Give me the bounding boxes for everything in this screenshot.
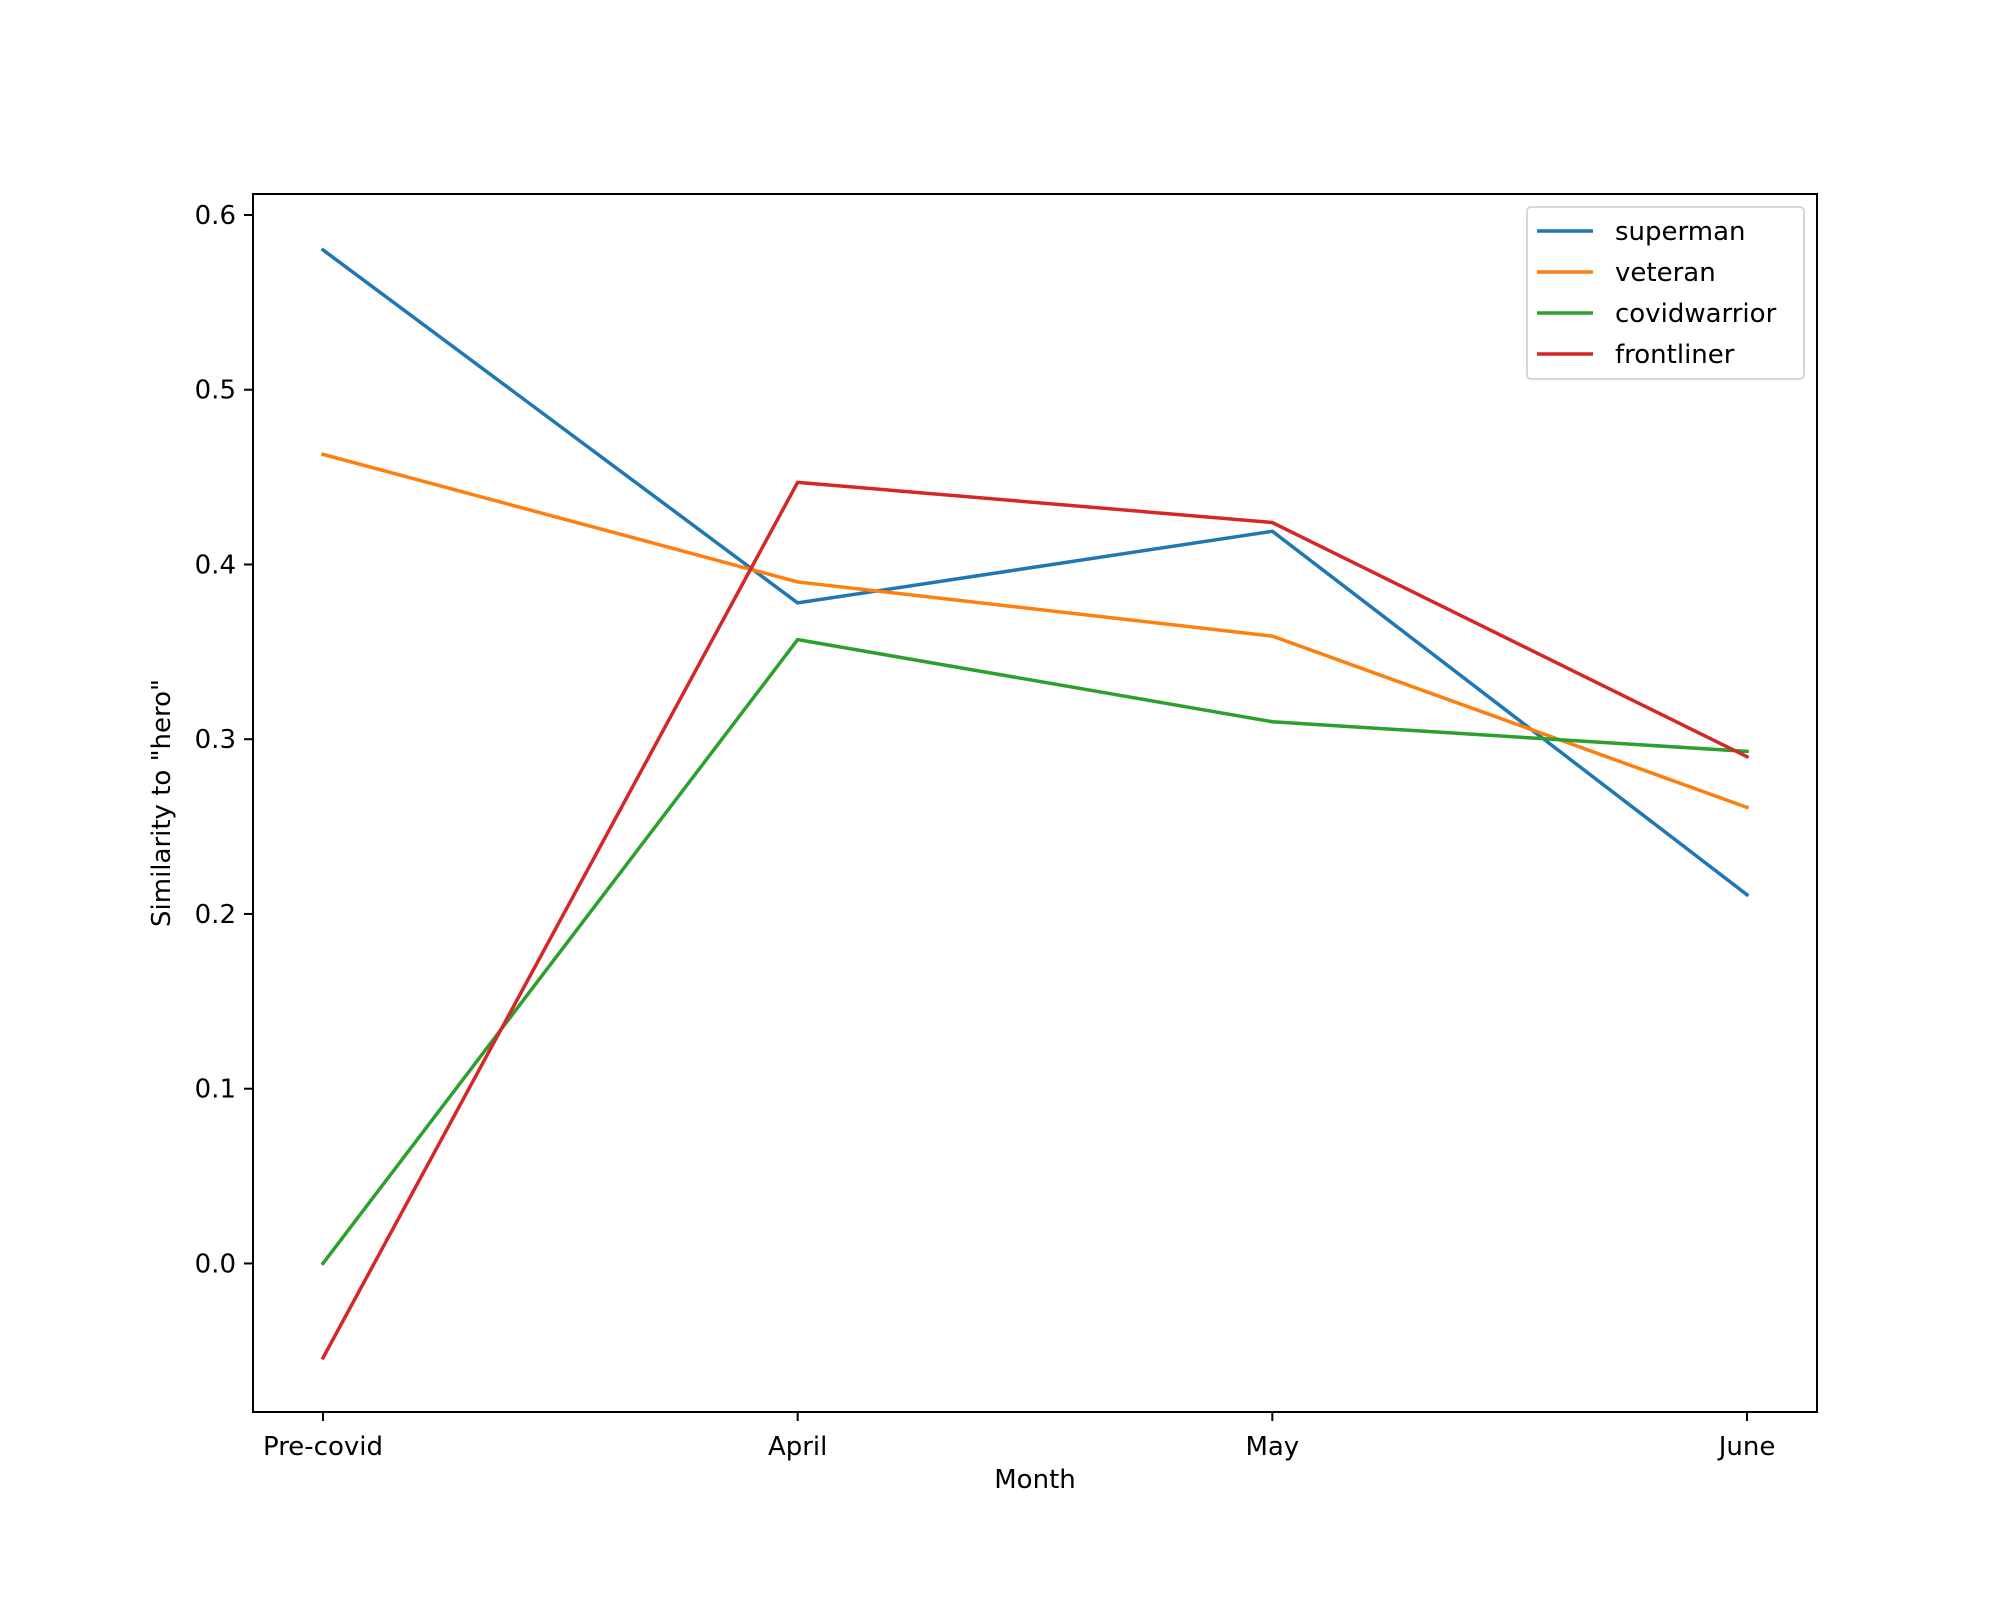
series-line-veteran xyxy=(320,452,1750,810)
x-tick-label: May xyxy=(1245,1432,1299,1462)
legend: superman veteran covidwarrior frontliner xyxy=(1526,206,1805,380)
x-axis-title: Month xyxy=(994,1465,1076,1495)
y-tick-label: 0.3 xyxy=(195,725,236,755)
legend-box xyxy=(1526,206,1805,380)
y-tick-label: 0.2 xyxy=(195,900,236,930)
plot-frame xyxy=(252,193,1818,1413)
series-line-covidwarrior xyxy=(320,637,1749,1266)
series-line-superman xyxy=(320,247,1750,898)
legend-label-covidwarrior: covidwarrior xyxy=(1615,299,1777,329)
x-tick-label: June xyxy=(1717,1432,1776,1462)
x-tick-label: Pre-covid xyxy=(263,1432,383,1462)
legend-label-frontliner: frontliner xyxy=(1615,340,1735,370)
legend-label-veteran: veteran xyxy=(1615,258,1716,288)
y-axis-title: Similarity to "hero" xyxy=(147,679,177,927)
y-tick-label: 0.1 xyxy=(195,1075,236,1105)
y-tick-label: 0.5 xyxy=(195,376,236,406)
y-tick-label: 0.6 xyxy=(195,201,236,231)
x-tick-label: April xyxy=(768,1432,827,1462)
y-tick-label: 0.4 xyxy=(195,550,236,580)
legend-label-superman: superman xyxy=(1615,217,1746,247)
ticks-layer: 0.0 0.1 0.2 0.3 0.4 0.5 0.6 Pre-covid April May Ju… xyxy=(195,201,1776,1462)
lines-layer xyxy=(320,247,1750,1361)
y-tick-label: 0.0 xyxy=(195,1249,236,1279)
series-line-frontliner xyxy=(320,480,1750,1361)
